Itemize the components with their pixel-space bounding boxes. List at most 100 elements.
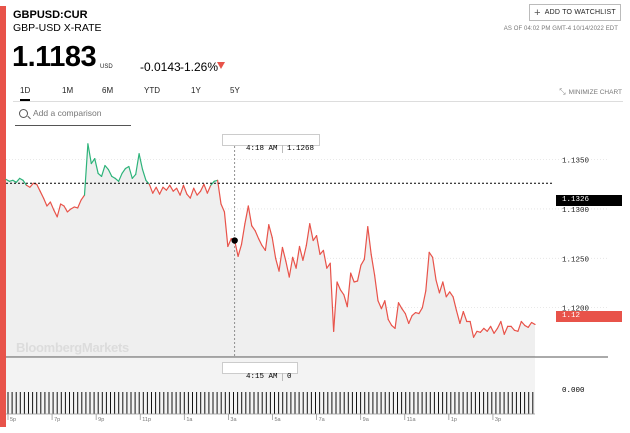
series-segment (257, 237, 263, 247)
series-segment (124, 165, 130, 170)
x-tick-label: 1p (451, 417, 457, 423)
series-segment (165, 184, 171, 191)
series-segment (469, 320, 475, 338)
series-segment (254, 230, 260, 240)
series-segment (29, 182, 34, 188)
y-tick-label: 1.1300 (562, 207, 590, 215)
series-segment (302, 244, 307, 261)
series-segment (472, 330, 478, 338)
series-segment (36, 183, 41, 192)
series-segment (114, 177, 120, 182)
series-segment (530, 321, 536, 326)
series-segment (56, 203, 62, 218)
comparison-input[interactable] (33, 105, 129, 121)
series-segment (19, 177, 24, 181)
series-segment (118, 172, 123, 182)
minimize-chart-button[interactable]: ⤡ MINIMIZE CHART (559, 87, 622, 97)
series-segment (22, 179, 28, 186)
series-segment (432, 256, 437, 281)
series-segment (176, 187, 181, 196)
series-segment (169, 184, 174, 192)
tab-1y[interactable]: 1Y (191, 86, 201, 95)
series-segment (479, 327, 485, 333)
series-segment (63, 205, 69, 213)
x-tick-label: 5p (10, 417, 16, 423)
series-segment (449, 291, 454, 298)
series-segment (503, 325, 509, 335)
x-tick-label: 1a (186, 417, 193, 423)
series-segment (152, 186, 157, 194)
series-segment (483, 327, 488, 332)
series-segment (336, 281, 342, 291)
series-segment (39, 190, 45, 199)
series-segment (251, 225, 256, 232)
series-segment (350, 272, 355, 283)
series-segment (5, 178, 11, 182)
series-segment (80, 194, 86, 201)
series-segment (179, 184, 185, 196)
instrument-name: GBP-USD X-RATE (13, 22, 102, 34)
series-segment (111, 175, 116, 179)
series-segment (496, 320, 502, 329)
series-segment (452, 296, 458, 312)
series-segment (189, 187, 195, 199)
tab-ytd[interactable]: YTD (144, 86, 160, 95)
series-segment (455, 310, 461, 325)
series-segment (292, 256, 297, 269)
series-segment (155, 186, 161, 195)
x-tick-label: 11p (142, 417, 151, 423)
series-segment (141, 168, 147, 181)
x-tick-label: 3p (495, 417, 501, 423)
series-segment (247, 205, 253, 227)
series-segment (271, 236, 277, 259)
series-segment (87, 143, 92, 165)
collapse-arrows-icon: ⤡ (559, 87, 566, 96)
series-segment (309, 223, 314, 242)
x-tick-label: 7a (319, 417, 326, 423)
ticker-symbol: GBPUSD:CUR (13, 9, 88, 21)
series-segment (220, 203, 226, 213)
series-segment (315, 235, 321, 255)
price-change-percent: -1.26% (180, 60, 219, 74)
plus-icon: + (534, 6, 541, 19)
series-segment (493, 327, 499, 334)
series-segment (227, 237, 232, 248)
series-segment (384, 300, 389, 321)
y-axis-ticks: 1.1350 1.1300 1.1250 1.1200 (562, 158, 590, 314)
x-tick-label: 7p (54, 417, 60, 423)
series-segment (172, 187, 178, 192)
tab-1d[interactable]: 1D (20, 85, 31, 101)
tab-5y[interactable]: 5Y (230, 86, 240, 95)
series-segment (517, 320, 522, 332)
series-segment (107, 168, 113, 177)
series-segment (408, 314, 413, 325)
series-segment (285, 260, 290, 278)
series-segment (162, 186, 168, 191)
tab-6m[interactable]: 6M (102, 86, 114, 95)
series-segment (428, 251, 434, 258)
series-segment (121, 167, 127, 175)
x-tick-label: 9a (363, 417, 370, 423)
series-segment (100, 164, 106, 177)
series-segment (377, 300, 383, 310)
series-segment (421, 290, 427, 309)
as-of-timestamp: AS OF 04:02 PM GMT-4 10/14/2022 EDT (503, 26, 618, 32)
series-segment (438, 281, 444, 294)
series-segment (193, 187, 198, 196)
series-segment (77, 199, 82, 209)
series-segment (25, 184, 31, 188)
x-tick-label: 3a (230, 417, 237, 423)
series-segment (70, 206, 75, 210)
add-to-watchlist-button[interactable]: + ADD TO WATCHLIST (529, 4, 621, 21)
y-tick-label: 1.1200 (562, 306, 590, 314)
series-segment (66, 208, 72, 213)
series-segment (459, 311, 464, 325)
tab-1m[interactable]: 1M (62, 86, 74, 95)
series-segment (319, 249, 324, 255)
last-price: 1.1183 (12, 41, 97, 73)
series-segment (333, 281, 338, 332)
series-segment (46, 201, 51, 207)
series-segment (520, 320, 526, 327)
